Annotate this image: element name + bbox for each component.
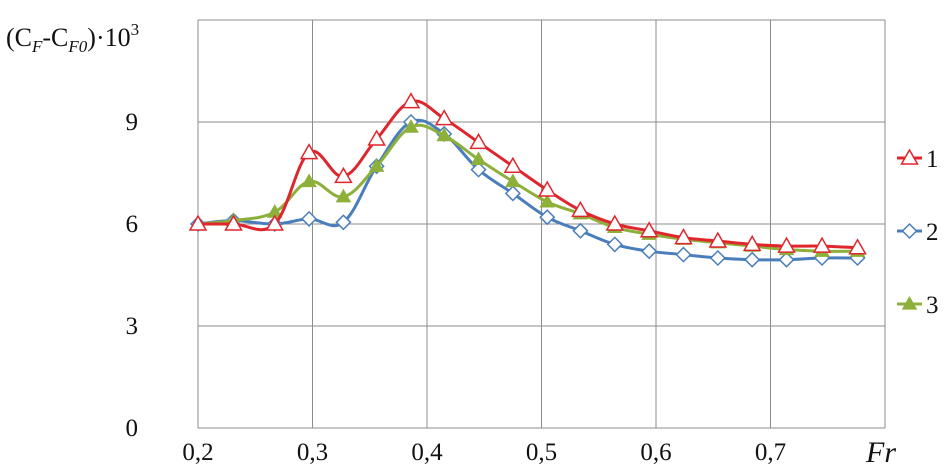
series-1-point (777, 236, 796, 253)
y-tick-label: 3 (126, 313, 139, 340)
legend-swatch-marker (900, 148, 919, 165)
legend-swatch-marker (901, 222, 918, 240)
series-1-point (188, 214, 208, 231)
y-tick-label: 0 (126, 415, 139, 442)
series-1-point (605, 214, 625, 231)
series-2-point (778, 251, 795, 268)
series-1-point (299, 143, 319, 160)
series-1-point (434, 109, 454, 126)
legend-label: 3 (926, 292, 939, 319)
series-2-point (539, 209, 556, 226)
series-3-point (436, 127, 452, 142)
legend-item-2: 2 (897, 219, 939, 246)
legend: 1 2 3 (897, 146, 939, 319)
series-1-point (224, 214, 243, 231)
series-1-point (265, 214, 285, 231)
series-1-point (334, 166, 353, 184)
series-1-point (848, 238, 867, 255)
series-2-point (709, 249, 726, 267)
series-1-point (674, 228, 693, 245)
x-tick-label: 0,6 (640, 439, 671, 466)
y-tick-label: 9 (126, 109, 139, 136)
series-1-point (571, 200, 590, 218)
x-tick-label: 0,7 (755, 439, 786, 466)
series-2-point (301, 210, 318, 227)
series-3-point (335, 188, 352, 203)
x-tick-label: 0,3 (297, 439, 328, 466)
y-tick-labels: 0 3 6 9 (126, 109, 139, 442)
series-1-point (503, 156, 523, 173)
series-1-point (812, 236, 832, 253)
series-2-point (335, 214, 352, 231)
x-axis-title: Fr (865, 436, 896, 468)
legend-item-1: 1 (897, 146, 939, 173)
x-tick-labels: 0,2 0,3 0,4 0,5 0,6 0,7 (182, 439, 786, 466)
y-tick-label: 6 (126, 211, 139, 238)
legend-swatch-marker (901, 295, 918, 310)
grid (197, 19, 886, 429)
series-1-point (639, 221, 659, 238)
x-tick-label: 0,2 (182, 439, 213, 466)
series-1-line (198, 99, 858, 250)
series-3-line (197, 123, 858, 253)
series-2-point (675, 246, 692, 263)
series-2-point (504, 185, 521, 202)
legend-item-3: 3 (897, 292, 939, 319)
series-3-point (539, 193, 556, 208)
series-2-point (470, 161, 487, 178)
legend-label: 1 (926, 146, 939, 173)
series-group (188, 92, 867, 268)
series-2-point (641, 243, 658, 260)
series-3-point (368, 158, 385, 172)
series-3-point (301, 173, 317, 188)
series-1-point (401, 92, 421, 109)
series-1-point (469, 132, 488, 150)
series-1 (188, 92, 867, 255)
x-tick-label: 0,4 (411, 439, 443, 466)
series-1-point (742, 234, 762, 252)
series-3-point (505, 173, 521, 188)
series-2-point (606, 236, 623, 253)
series-2-point (744, 251, 761, 268)
series-2-point (572, 222, 589, 239)
series-3-point (403, 119, 419, 133)
series-1-point (708, 231, 728, 248)
series-1-point (537, 180, 557, 197)
legend-label: 2 (926, 219, 939, 246)
series-3-point (470, 151, 487, 166)
x-tick-label: 0,5 (526, 439, 557, 466)
series-1-point (367, 129, 386, 146)
y-axis-title: (CF-CF0)·103 (6, 20, 139, 56)
